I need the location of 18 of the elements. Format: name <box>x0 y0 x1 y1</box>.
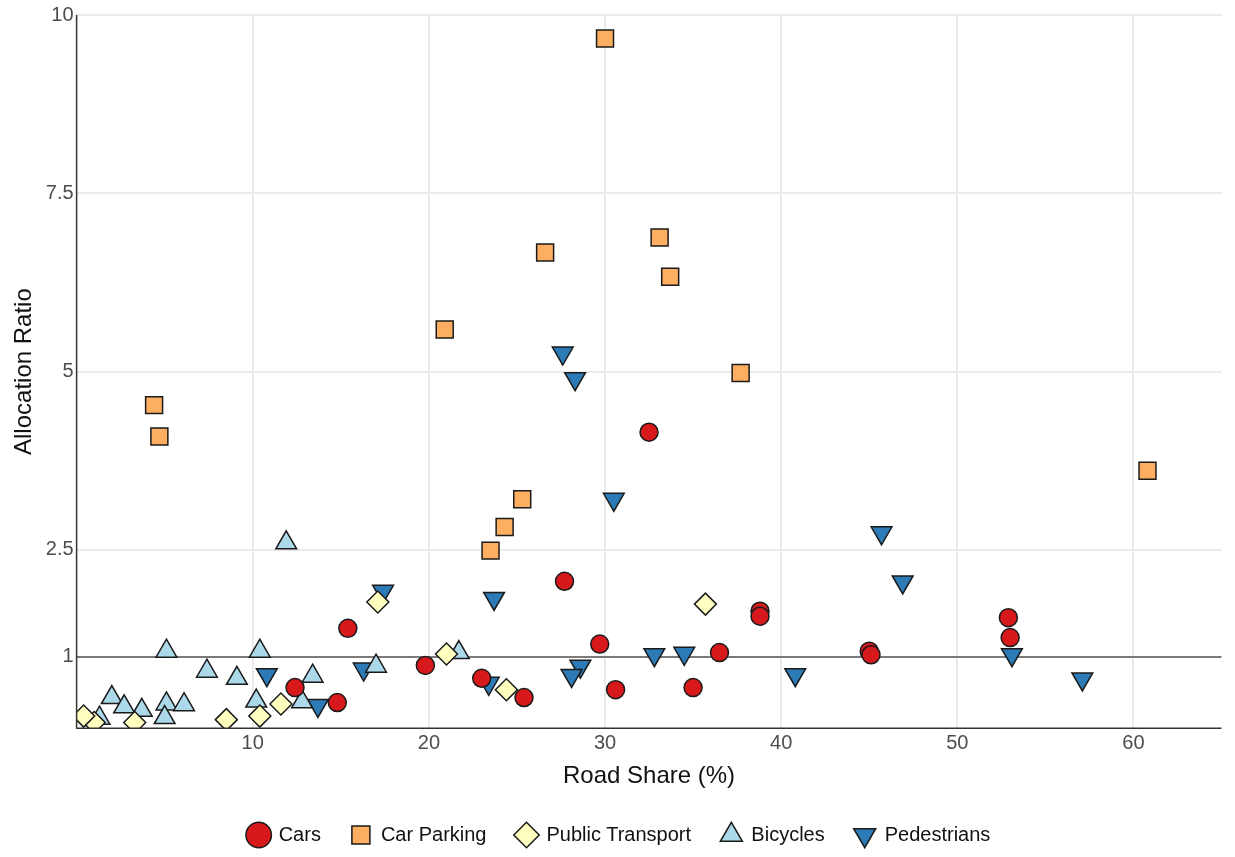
y-tick-label: 7.5 <box>45 180 74 203</box>
y-tick-label: 2.5 <box>45 537 74 560</box>
legend-label: Pedestrians <box>884 822 991 845</box>
legend-label: Bicycles <box>751 822 825 845</box>
x-axis-title: Road Share (%) <box>563 761 736 789</box>
x-tick-label: 20 <box>417 730 440 753</box>
legend-label: Car Parking <box>380 822 487 845</box>
y-axis-title: Allocation Ratio <box>9 288 37 455</box>
legend-label: Cars <box>278 822 321 845</box>
x-tick-label: 40 <box>770 730 793 753</box>
y-tick-label: 10 <box>51 2 74 25</box>
legend-label: Public Transport <box>546 822 692 845</box>
x-tick-label: 10 <box>241 730 264 753</box>
y-tick-label: 5 <box>62 359 74 382</box>
x-tick-label: 30 <box>593 730 617 753</box>
y-tick-label: 1 <box>62 644 74 667</box>
x-tick-label: 60 <box>1122 730 1145 753</box>
x-tick-label: 50 <box>946 730 969 753</box>
